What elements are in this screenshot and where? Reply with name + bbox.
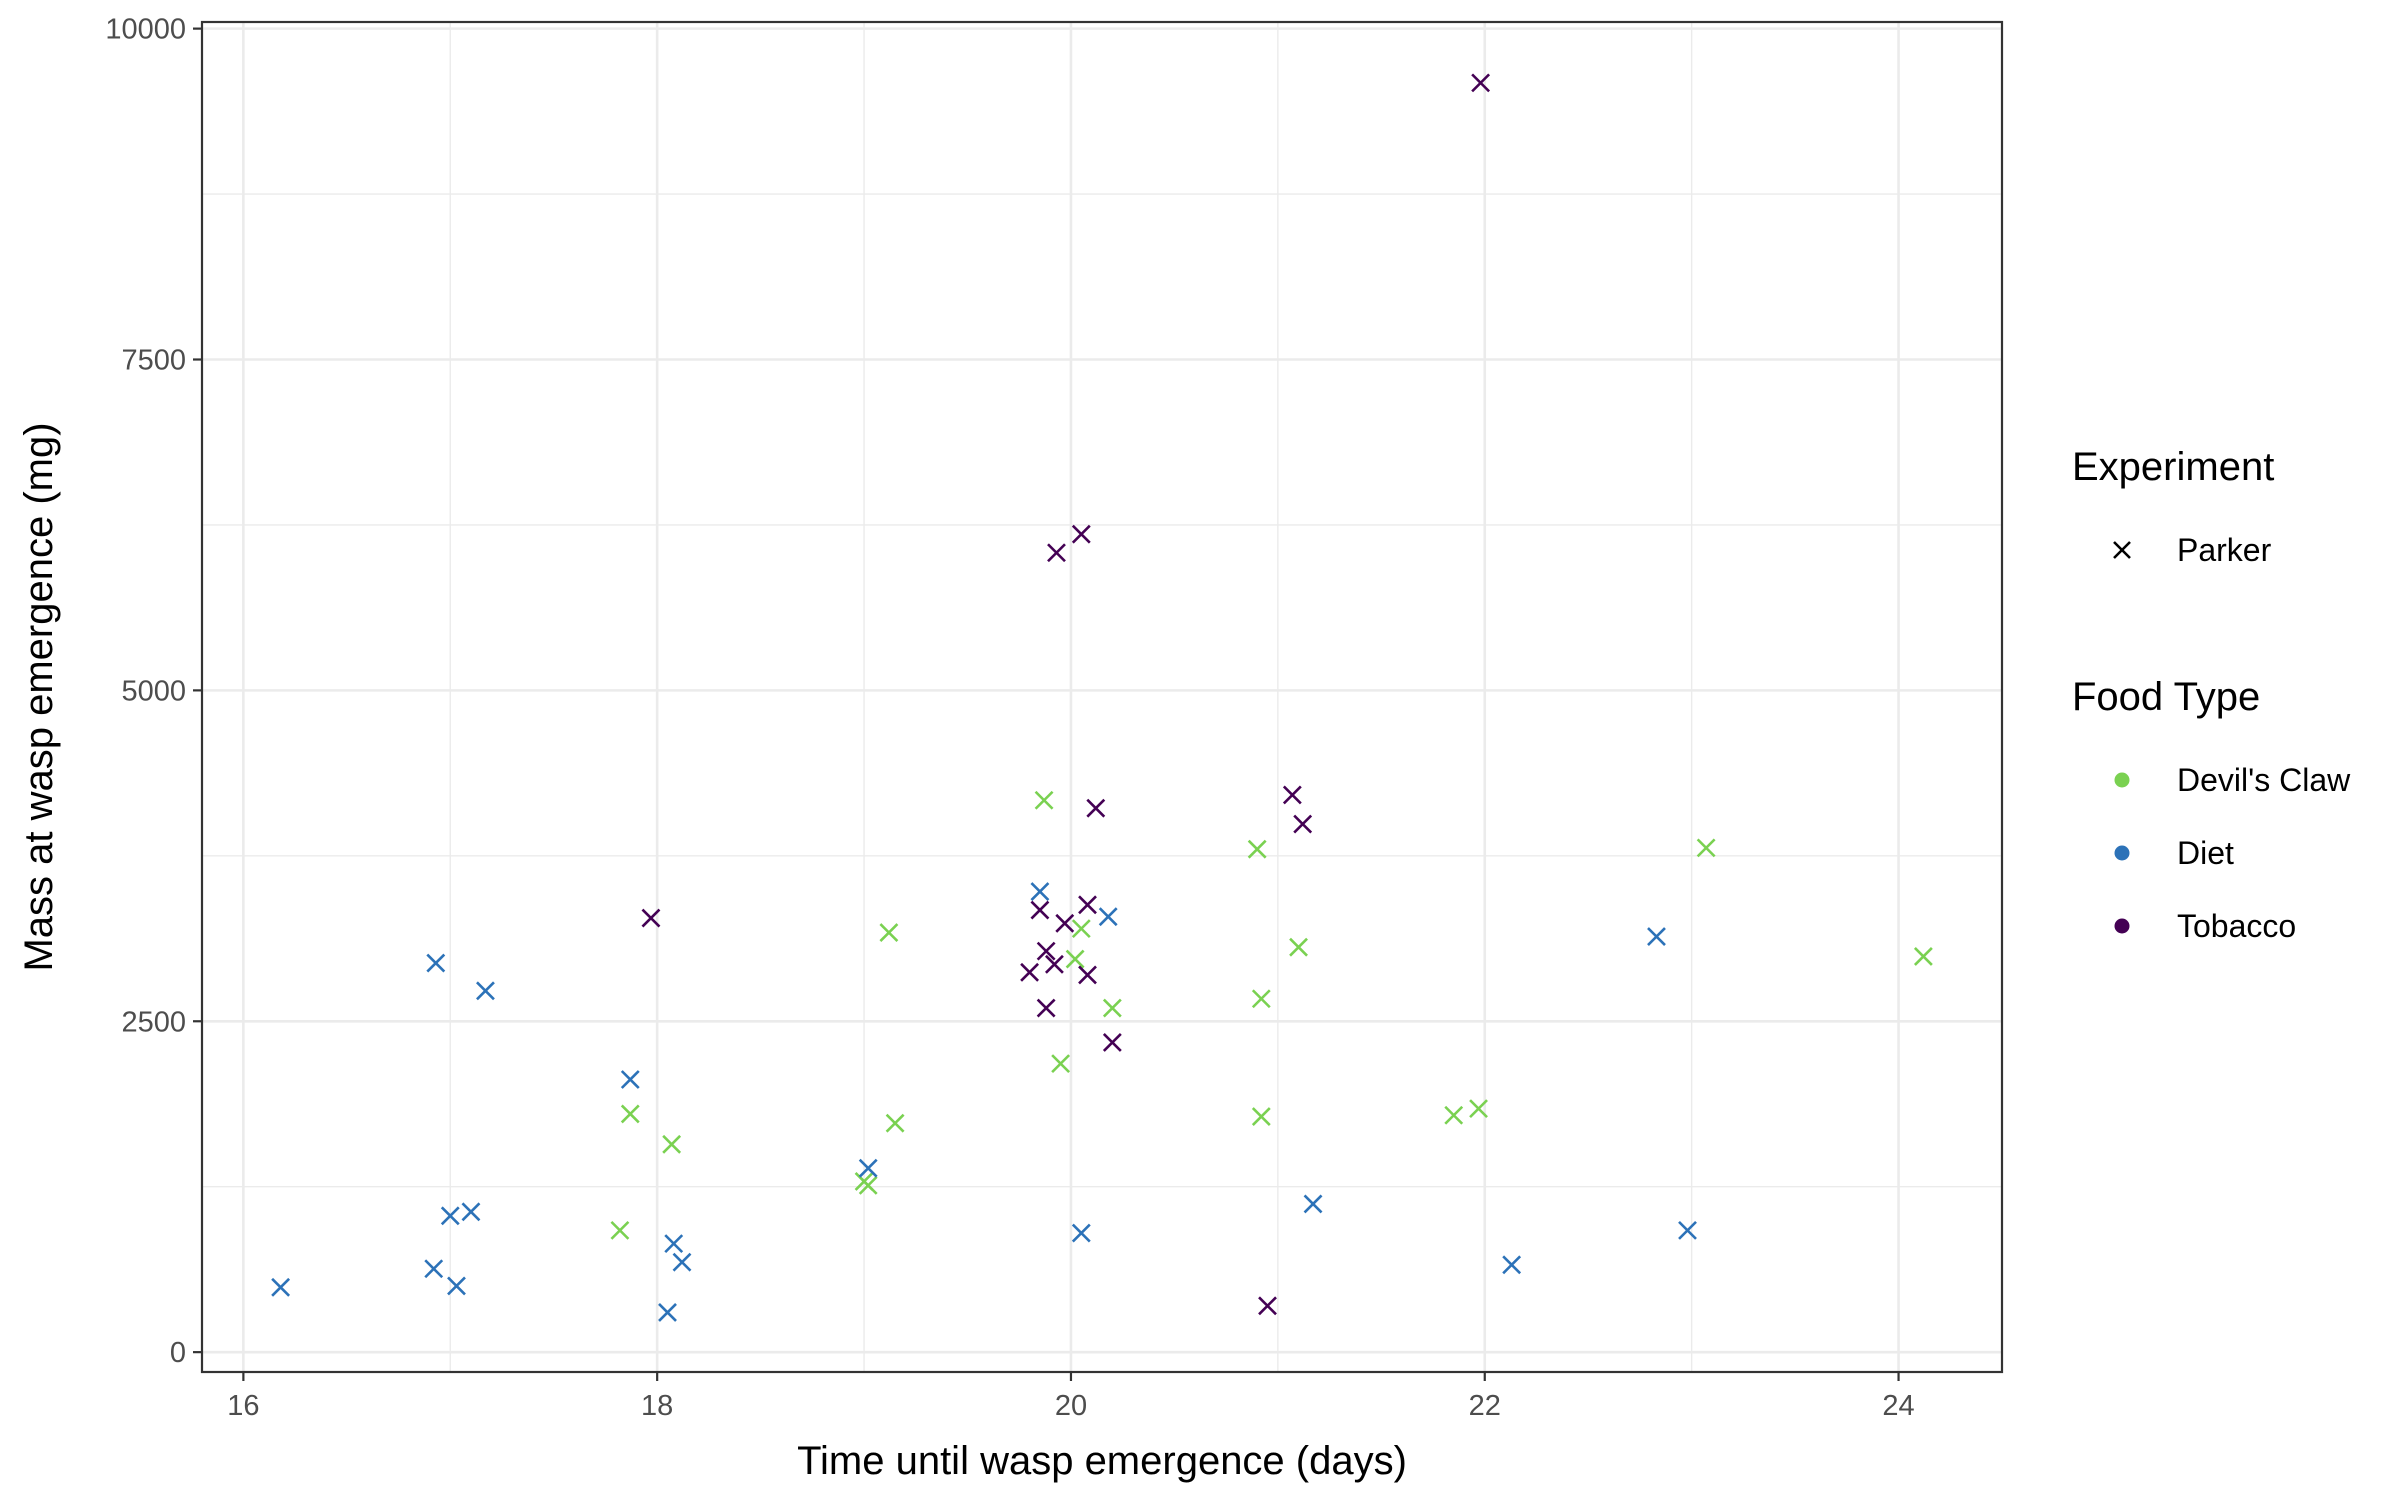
data-point-diet — [447, 1276, 466, 1296]
legend-key-x-marker — [2113, 541, 2131, 559]
legend-title-experiment: Experiment — [2072, 445, 2274, 489]
x-tick-label: 18 — [641, 1390, 673, 1422]
y-axis-title: Mass at wasp emergence (mg) — [17, 422, 61, 971]
data-point-devil-s-claw — [1251, 989, 1271, 1009]
x-tick-label: 20 — [1055, 1390, 1087, 1422]
data-point-devil-s-claw — [879, 923, 899, 943]
data-point-tobacco — [1020, 962, 1040, 982]
data-point-diet — [476, 981, 495, 1001]
major-gridlines — [202, 22, 2002, 1372]
data-point-diet — [672, 1252, 692, 1272]
legend-key-dot — [2114, 845, 2130, 861]
data-point-tobacco — [1471, 73, 1491, 93]
data-point-devil-s-claw — [1102, 998, 1122, 1018]
data-point-tobacco — [1293, 814, 1313, 834]
legend-item-parker: Parker — [2113, 532, 2272, 568]
data-point-tobacco — [1036, 941, 1056, 961]
legend-label: Parker — [2177, 532, 2272, 568]
data-point-devil-s-claw — [1913, 946, 1933, 966]
data-point-devil-s-claw — [1469, 1099, 1488, 1119]
data-point-devil-s-claw — [610, 1220, 630, 1240]
data-point-diet — [1071, 1223, 1091, 1243]
data-point-devil-s-claw — [1289, 937, 1308, 957]
x-tick-label: 24 — [1882, 1390, 1914, 1422]
legend-key-dot — [2114, 772, 2130, 788]
y-tick-label: 5000 — [121, 675, 186, 707]
data-point-devil-s-claw — [1071, 919, 1091, 939]
legend-item-tobacco: Tobacco — [2114, 908, 2296, 944]
y-axis: 0 2500 5000 7500 10000 — [105, 14, 202, 1369]
data-point-devil-s-claw — [1034, 790, 1054, 810]
x-tick-label: 22 — [1469, 1390, 1501, 1422]
data-point-tobacco — [1030, 900, 1050, 920]
data-point-tobacco — [1055, 913, 1075, 933]
x-axis: 16 18 20 22 24 — [227, 1372, 1915, 1422]
data-point-diet — [664, 1234, 684, 1254]
data-points — [271, 73, 1933, 1322]
panel-border — [200, 20, 2004, 1374]
data-point-devil-s-claw — [1247, 839, 1267, 859]
y-tick-label: 7500 — [121, 345, 186, 377]
x-axis-title: Time until wasp emergence (days) — [797, 1439, 1407, 1483]
data-point-devil-s-claw — [1251, 1107, 1271, 1126]
data-point-tobacco — [1047, 543, 1066, 563]
data-point-devil-s-claw — [662, 1134, 682, 1154]
data-point-tobacco — [1044, 954, 1064, 974]
data-point-devil-s-claw — [1065, 949, 1085, 969]
legend-item-devil-s-claw: Devil's Claw — [2114, 762, 2351, 798]
legend-key-dot — [2114, 918, 2130, 934]
data-point-diet — [620, 1070, 640, 1089]
data-point-diet — [1678, 1220, 1697, 1240]
data-point-diet — [658, 1303, 677, 1322]
data-point-devil-s-claw — [885, 1113, 905, 1133]
legend: Experiment Parker Food Type Devil's Claw… — [2072, 445, 2351, 944]
data-point-tobacco — [1036, 998, 1056, 1018]
data-point-diet — [426, 953, 446, 973]
data-point-diet — [1098, 907, 1118, 927]
data-point-tobacco — [1258, 1296, 1277, 1316]
data-point-devil-s-claw — [1051, 1054, 1071, 1074]
data-point-diet — [1502, 1255, 1522, 1275]
legend-label: Tobacco — [2177, 908, 2296, 944]
data-point-diet — [271, 1277, 291, 1297]
data-point-devil-s-claw — [1444, 1105, 1464, 1125]
plot-panel — [200, 20, 2004, 1374]
legend-title-food-type: Food Type — [2072, 675, 2260, 719]
minor-gridlines — [202, 22, 2002, 1372]
y-tick-label: 0 — [170, 1337, 186, 1369]
data-point-devil-s-claw — [858, 1175, 878, 1195]
y-tick-label: 2500 — [121, 1006, 186, 1038]
data-point-tobacco — [1086, 798, 1106, 818]
legend-label: Devil's Claw — [2177, 762, 2351, 798]
legend-item-diet: Diet — [2114, 835, 2234, 871]
data-point-tobacco — [1078, 895, 1097, 915]
data-point-tobacco — [641, 908, 661, 928]
data-point-tobacco — [1102, 1033, 1122, 1052]
data-point-devil-s-claw — [620, 1104, 640, 1124]
data-point-diet — [461, 1202, 481, 1222]
data-point-diet — [1303, 1194, 1323, 1214]
y-tick-label: 10000 — [105, 14, 186, 46]
data-point-devil-s-claw — [1696, 838, 1716, 858]
data-point-diet — [858, 1158, 878, 1178]
data-point-diet — [1647, 927, 1666, 946]
legend-color-items: Devil's Claw Diet Tobacco — [2114, 762, 2351, 944]
data-point-diet — [424, 1259, 444, 1279]
data-point-diet — [1030, 882, 1050, 901]
legend-shape-items: Parker — [2113, 532, 2272, 568]
data-point-tobacco — [1071, 524, 1091, 544]
data-point-diet — [440, 1206, 460, 1226]
data-point-tobacco — [1282, 785, 1302, 805]
x-tick-label: 16 — [227, 1390, 259, 1422]
legend-label: Diet — [2177, 835, 2234, 871]
data-point-tobacco — [1078, 965, 1097, 985]
